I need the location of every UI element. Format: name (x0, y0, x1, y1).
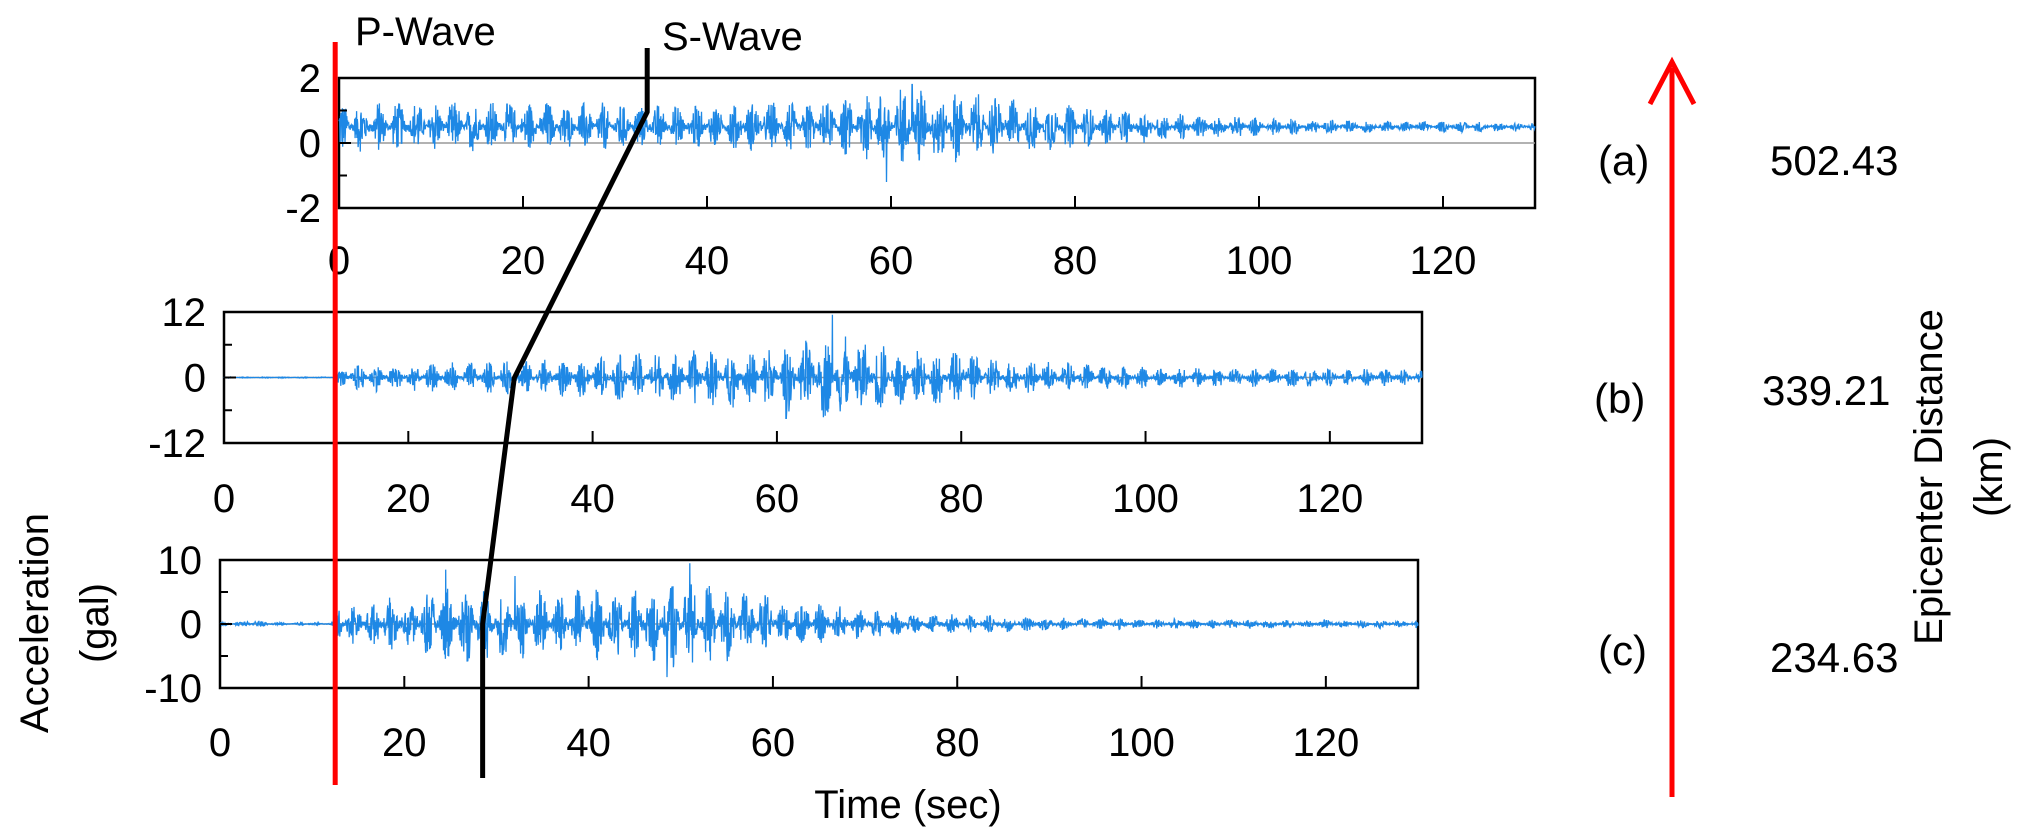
epicenter-distance-value: 234.63 (1770, 634, 1898, 681)
waveform-trace (223, 314, 1423, 420)
x-tick-label: 60 (751, 721, 796, 765)
waveform-trace (219, 563, 1419, 678)
y-axis-title-line2: (gal) (73, 583, 117, 663)
x-tick-label: 80 (939, 477, 984, 521)
x-tick-label: 100 (1226, 239, 1293, 283)
x-tick-label: 40 (685, 239, 730, 283)
x-tick-label: 20 (382, 721, 427, 765)
y-tick-label: 2 (299, 57, 321, 101)
y-tick-label: 0 (184, 357, 206, 401)
y-tick-label: 12 (162, 291, 207, 335)
y-tick-label: -10 (144, 667, 202, 711)
panel-label: (c) (1598, 627, 1647, 674)
distance-title-line1: Epicenter Distance (1907, 309, 1951, 645)
y-axis-title-line1: Acceleration (13, 513, 57, 733)
y-tick-label: 0 (299, 122, 321, 166)
x-tick-label: 120 (1410, 239, 1477, 283)
axis-titles: Time (sec) Acceleration (gal) Epicenter … (13, 309, 2011, 827)
x-tick-label: 0 (209, 721, 231, 765)
s-wave-label: S-Wave (662, 15, 803, 59)
epicenter-distance-value: 339.21 (1762, 367, 1890, 414)
x-axis-title: Time (sec) (814, 783, 1001, 827)
y-tick-label: -12 (148, 422, 206, 466)
panel-label: (b) (1594, 375, 1645, 422)
distance-arrow-head (1647, 56, 1697, 106)
x-tick-label: 120 (1296, 477, 1363, 521)
x-tick-label: 40 (570, 477, 615, 521)
y-tick-label: -2 (285, 187, 321, 231)
p-wave-label: P-Wave (355, 10, 496, 54)
panel-label: (a) (1598, 137, 1649, 184)
x-tick-label: 80 (935, 721, 980, 765)
epicenter-distance-axis (1647, 56, 1697, 797)
x-tick-label: 20 (386, 477, 431, 521)
x-tick-label: 120 (1292, 721, 1359, 765)
waveform-trace (338, 83, 1536, 183)
x-tick-label: 60 (869, 239, 914, 283)
wave-markers: P-Wave S-Wave (332, 10, 803, 785)
x-tick-label: 80 (1053, 239, 1098, 283)
x-tick-label: 20 (501, 239, 546, 283)
x-tick-label: 100 (1108, 721, 1175, 765)
x-tick-label: 40 (566, 721, 611, 765)
y-tick-label: 0 (180, 603, 202, 647)
x-tick-label: 60 (755, 477, 800, 521)
y-tick-label: 10 (158, 539, 203, 583)
x-tick-label: 100 (1112, 477, 1179, 521)
epicenter-distance-value: 502.43 (1770, 137, 1898, 184)
x-tick-label: 0 (213, 477, 235, 521)
x-tick-label: 0 (328, 239, 350, 283)
distance-title-line2: (km) (1967, 437, 2011, 517)
s-wave-line (480, 48, 650, 778)
